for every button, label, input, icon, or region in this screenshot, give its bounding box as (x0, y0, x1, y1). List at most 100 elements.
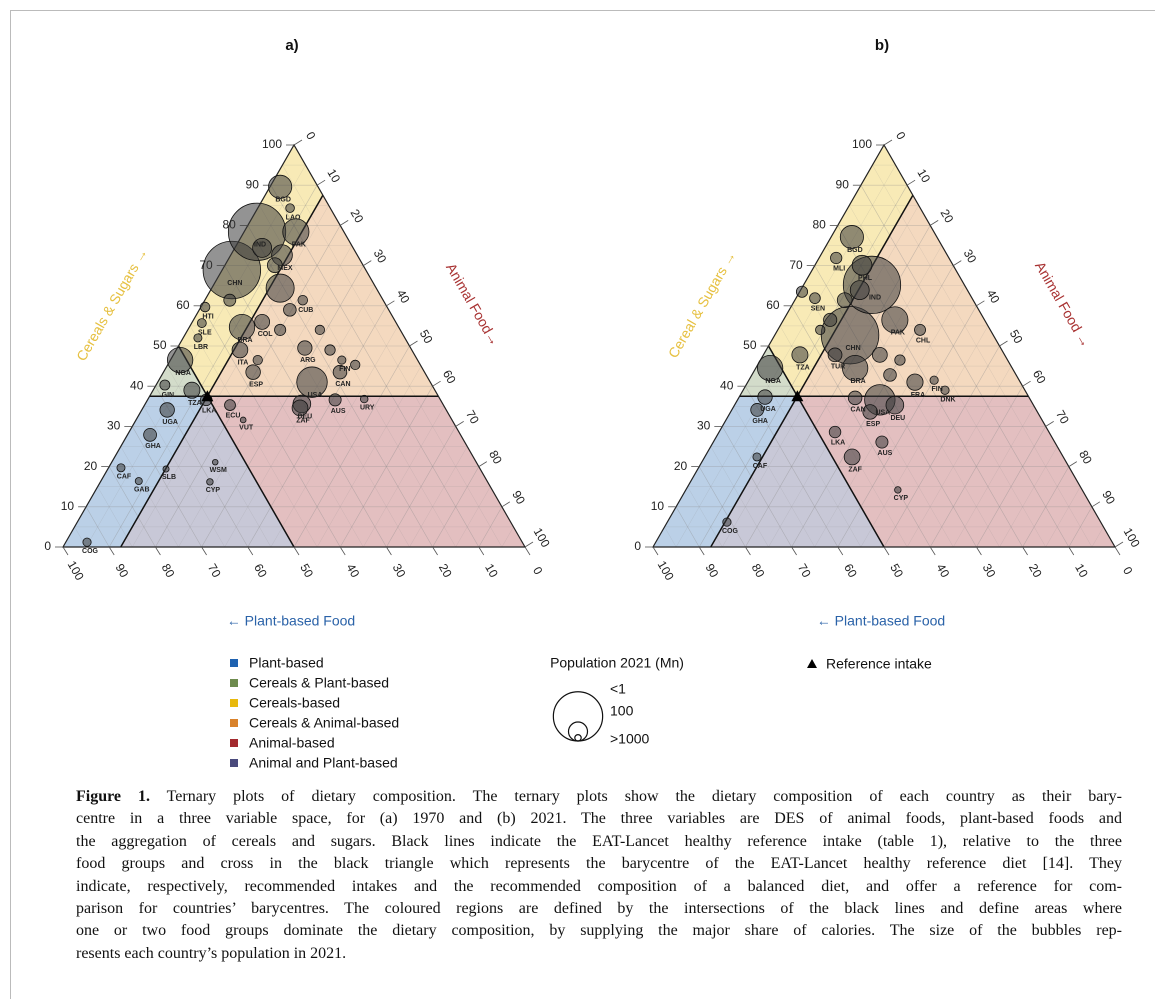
tick (1022, 546, 1028, 556)
tick (386, 300, 395, 307)
country-bubble (841, 354, 869, 382)
country-bubble (228, 313, 256, 341)
animal-tick-label: 10 (914, 167, 933, 186)
country-bubble (314, 324, 325, 336)
caption: Figure 1. Ternary plots of dietary compo… (76, 786, 1122, 965)
size-legend-circle (567, 721, 589, 742)
country-bubble (297, 294, 308, 306)
caption-line: one or two food groups dominate the diet… (76, 922, 1122, 940)
reference-marker (201, 390, 214, 402)
tick (1114, 541, 1124, 548)
country-label: GAB (134, 486, 150, 493)
tick (386, 546, 392, 556)
tick (1022, 380, 1031, 387)
country-label: BGD (847, 247, 863, 254)
tick (524, 541, 534, 548)
cereals-tick-label: 90 (836, 177, 850, 191)
grid-line (953, 406, 1035, 548)
country-label: GHA (145, 443, 161, 450)
country-bubble (282, 218, 310, 246)
country-bubble (809, 292, 821, 304)
country-label: SLE (198, 329, 212, 336)
country-label: TZA (796, 365, 810, 372)
legend-swatch (230, 659, 238, 667)
plant-tick-label: 100 (655, 558, 677, 583)
country-label: PAK (292, 242, 306, 249)
country-bubble (791, 346, 809, 364)
country-bubble (297, 340, 313, 356)
country-bubble (914, 323, 926, 336)
country-label: FIN (339, 366, 350, 373)
cereals-tick-label: 30 (107, 419, 121, 433)
country-label: CAF (753, 463, 768, 470)
legend-swatch (230, 759, 238, 767)
country-label: HTI (202, 314, 213, 321)
country-label: CAN (335, 381, 350, 388)
size-legend-title: Population 2021 (Mn) (550, 655, 684, 671)
grid-line (270, 185, 480, 548)
grid-line (860, 185, 1070, 548)
grid-line (929, 386, 1023, 548)
country-label: CAF (117, 474, 132, 481)
country-label: ITA (238, 360, 249, 367)
grid-line (872, 164, 1093, 548)
grid-line (814, 285, 966, 548)
caption-line: food groups and cross in the black trian… (76, 855, 1122, 873)
plant-tick-label: 30 (980, 561, 999, 580)
grid-line (132, 426, 202, 548)
grid-line (339, 386, 433, 548)
country-bubble (324, 344, 336, 356)
reference-line (177, 345, 295, 548)
country-label: ESP (866, 421, 880, 428)
grid-line (999, 446, 1058, 548)
country-label: COL (258, 331, 274, 338)
country-label: CHN (227, 280, 242, 287)
grid-line (664, 526, 677, 548)
country-bubble (296, 366, 328, 398)
country-label: USA (308, 392, 323, 399)
plant-tick-label: 40 (344, 561, 363, 580)
grid-line (883, 345, 1000, 548)
country-bubble (757, 389, 773, 405)
country-bubble (843, 448, 861, 466)
cereals-tick-label: 80 (812, 218, 826, 232)
plant-tick-label: 80 (749, 561, 768, 580)
legend-label: Animal and Plant-based (249, 755, 398, 771)
panel-title: a) (285, 37, 298, 54)
country-label: BRA (851, 378, 866, 385)
country-label: PHL (858, 275, 873, 282)
plant-tick-label: 0 (530, 564, 546, 577)
country-bubble (847, 390, 863, 406)
grid-line (108, 466, 156, 548)
plant-tick-label: 80 (159, 561, 178, 580)
size-legend-circle (552, 691, 604, 742)
caption-line: indicate, respectively, recommended inta… (76, 877, 1122, 895)
tick (652, 546, 659, 556)
country-bubble (159, 379, 171, 391)
country-bubble (830, 251, 843, 265)
caption-line: Figure 1. Ternary plots of dietary compo… (76, 786, 1122, 808)
region (797, 396, 1115, 547)
cereals-tick-label: 90 (246, 177, 260, 191)
legend-label: Animal-based (249, 735, 335, 751)
animal-tick-label: 70 (463, 408, 482, 427)
grid-line (155, 225, 341, 548)
grid-line (1045, 486, 1081, 548)
animal-tick-label: 0 (893, 129, 909, 142)
country-label: GHA (752, 418, 768, 425)
grid-line (293, 345, 410, 548)
grid-line (722, 426, 792, 548)
animal-tick-label: 20 (938, 207, 957, 226)
animal-tick-label: 20 (348, 207, 367, 226)
country-bubble (827, 347, 843, 363)
country-bubble (828, 425, 842, 439)
region (207, 396, 525, 547)
country-label: DEU (297, 414, 312, 421)
country-label: SEN (811, 305, 825, 312)
country-bubble (360, 394, 369, 404)
size-legend-label: >1000 (610, 731, 650, 747)
country-label: FRA (911, 392, 925, 399)
animal-tick-label: 50 (417, 327, 436, 346)
grid-line (860, 325, 989, 548)
